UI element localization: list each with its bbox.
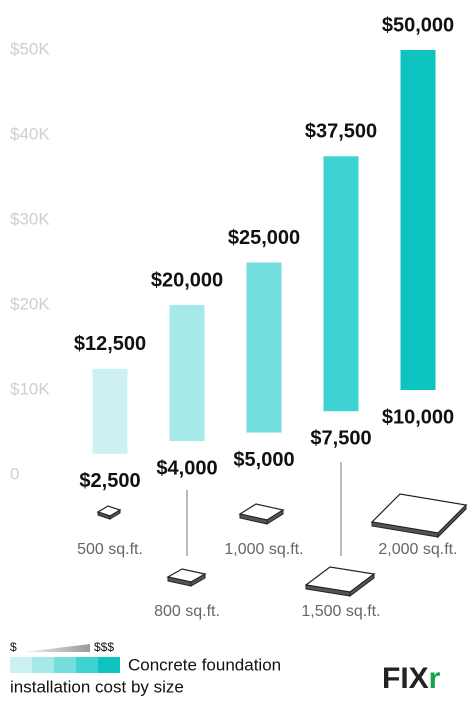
- high-label: $50,000: [382, 14, 454, 36]
- icons: [96, 462, 468, 597]
- bar: [169, 305, 205, 441]
- legend-min: $: [10, 640, 17, 654]
- high-label: $37,500: [305, 121, 377, 143]
- logo-part: r: [429, 662, 441, 695]
- legend-max: $$$: [94, 640, 114, 654]
- slab-icon: [266, 509, 284, 525]
- low-label: $7,500: [310, 428, 371, 450]
- high-label: $25,000: [228, 227, 300, 249]
- legend-swatch: [10, 657, 32, 673]
- legend-gradient: [24, 644, 90, 652]
- legend-swatch: [54, 657, 76, 673]
- bar: [323, 156, 359, 412]
- high-label: $20,000: [151, 269, 223, 291]
- low-label: $10,000: [382, 406, 454, 428]
- bar: [92, 368, 128, 454]
- y-tick-label: $30K: [10, 209, 50, 228]
- x-tick-label: 800 sq.ft.: [154, 603, 220, 620]
- y-tick-label: $20K: [10, 294, 50, 313]
- x-tick-label: 2,000 sq.ft.: [378, 541, 457, 558]
- low-label: $2,500: [79, 470, 140, 492]
- legend-swatch: [32, 657, 54, 673]
- y-tick-label: $10K: [10, 379, 50, 398]
- bar: [400, 50, 436, 390]
- y-tick-label: $50K: [10, 39, 50, 58]
- x-tick-label: 500 sq.ft.: [77, 541, 143, 558]
- x-tick-label: 1,000 sq.ft.: [224, 541, 303, 558]
- bar: [246, 262, 282, 433]
- logo-part: FIX: [382, 662, 429, 695]
- legend-swatch: [76, 657, 98, 673]
- slab-icon: [109, 509, 121, 520]
- legend-text: installation cost by size: [10, 677, 184, 696]
- slab-icon: [349, 573, 375, 597]
- x-tick-label: 1,500 sq.ft.: [301, 603, 380, 620]
- y-tick-label: 0: [10, 464, 19, 483]
- low-label: $5,000: [233, 449, 294, 471]
- legend-swatch: [98, 657, 120, 673]
- high-label: $12,500: [74, 333, 146, 355]
- low-label: $4,000: [156, 457, 217, 479]
- y-tick-label: $40K: [10, 124, 50, 143]
- slab-icon: [190, 573, 206, 587]
- legend-text: Concrete foundation: [128, 655, 281, 674]
- logo: FIXr: [382, 662, 441, 695]
- slab-icon: [437, 503, 467, 539]
